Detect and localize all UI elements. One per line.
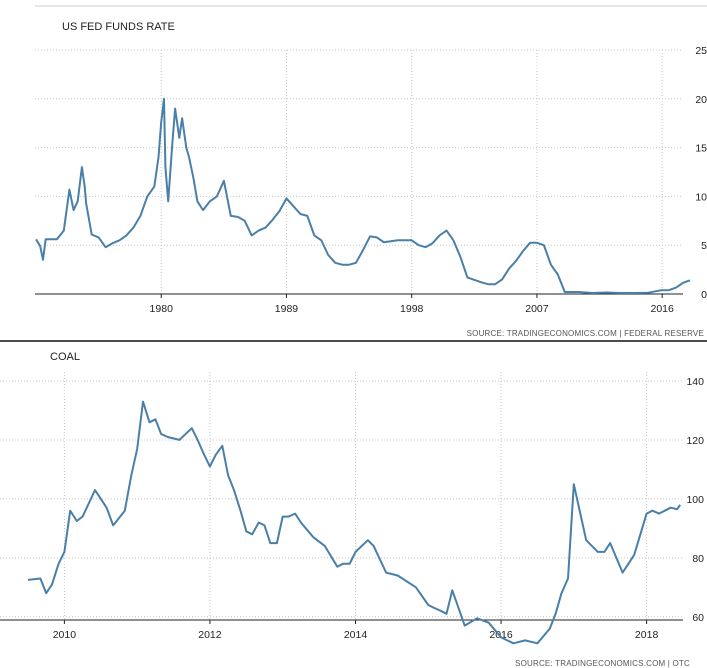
y-tick-label: 140	[686, 376, 704, 388]
coal-chart-title: COAL	[50, 351, 80, 363]
coal-grid	[0, 372, 683, 620]
x-tick-label: 1989	[275, 303, 299, 315]
x-tick-label: 2010	[53, 629, 77, 641]
y-tick-label: 80	[692, 553, 704, 565]
fed-x-ticks: 1980 1989 1998 2007 2016	[150, 294, 674, 315]
y-tick-label: 60	[692, 612, 704, 624]
coal-x-ticks: 2010 2012 2014 2016 2018	[53, 620, 659, 641]
x-tick-label: 2012	[198, 629, 222, 641]
x-tick-label: 1980	[150, 303, 174, 315]
y-tick-label: 0	[701, 289, 707, 301]
coal-series-line	[27, 400, 681, 645]
y-tick-label: 100	[686, 494, 704, 506]
fed-grid	[35, 49, 683, 294]
fed-funds-chart: US FED FUNDS RATE 1980 1989 1998 2007 2016 0…	[35, 5, 707, 338]
x-tick-label: 1998	[400, 303, 424, 315]
y-tick-label: 120	[686, 435, 704, 447]
x-tick-label: 2016	[489, 629, 513, 641]
coal-chart: COAL 2010 2012 2014 2016 2018 6080100120140 …	[0, 351, 704, 668]
y-tick-label: 5	[701, 240, 707, 252]
fed-source-note: SOURCE: TRADINGECONOMICS.COM | FEDERAL R…	[467, 329, 704, 338]
fed-y-ticks: 0 5 10 15 20 25	[695, 45, 707, 301]
y-tick-label: 15	[695, 143, 707, 155]
fed-chart-title: US FED FUNDS RATE	[62, 21, 175, 33]
fed-series-line	[35, 97, 691, 294]
y-tick-label: 20	[695, 94, 707, 106]
x-tick-label: 2018	[635, 629, 659, 641]
x-tick-label: 2014	[344, 629, 368, 641]
y-tick-label: 25	[695, 45, 707, 57]
x-tick-label: 2007	[525, 303, 549, 315]
y-tick-label: 10	[695, 191, 707, 203]
coal-source-note: SOURCE: TRADINGECONOMICS.COM | OTC	[515, 659, 690, 668]
x-tick-label: 2016	[650, 303, 674, 315]
coal-y-ticks: 60 80 100 120 140	[686, 376, 704, 624]
